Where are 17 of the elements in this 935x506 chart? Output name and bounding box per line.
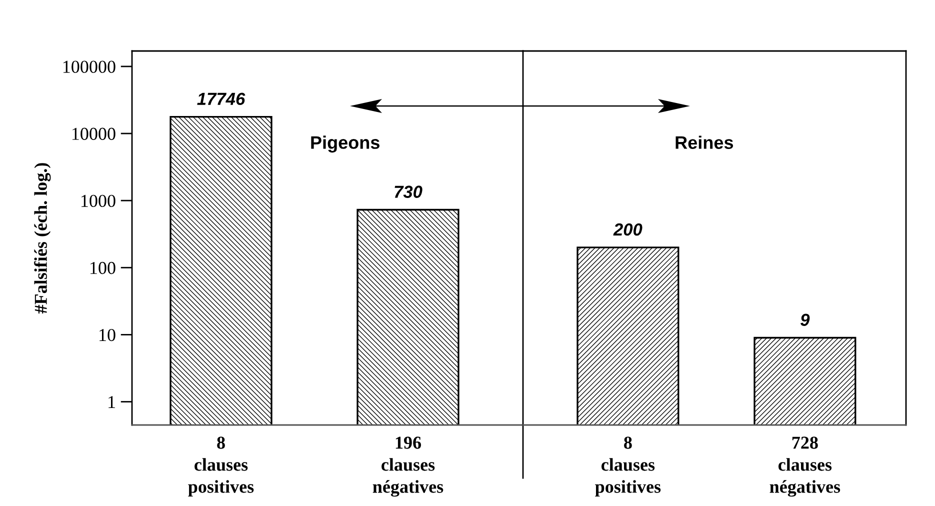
data-label: 9: [800, 314, 810, 326]
data-label: 200: [613, 223, 642, 236]
x-tick-label: 728 clauses négatives: [770, 436, 840, 497]
x-tick-label: 8 clauses positives: [595, 436, 661, 497]
data-label: 17746: [197, 92, 246, 106]
y-tick-label: 10000: [72, 128, 116, 140]
annotation: Pigeons: [311, 136, 380, 153]
x-tick-label: 8 clauses positives: [188, 436, 254, 497]
x-tick-label: 196 clauses négatives: [372, 436, 444, 497]
annotation: Reines: [676, 136, 734, 149]
y-tick-label: 100: [90, 262, 116, 274]
y-tick-label: 1: [108, 396, 115, 408]
data-label: 730: [394, 186, 422, 198]
y-tick-label: 1000: [82, 194, 116, 208]
y-tick-label: 100000: [63, 60, 116, 73]
y-tick-label: 10: [100, 328, 116, 342]
y-axis-title: #Falsifiés (éch. log.): [34, 163, 51, 314]
